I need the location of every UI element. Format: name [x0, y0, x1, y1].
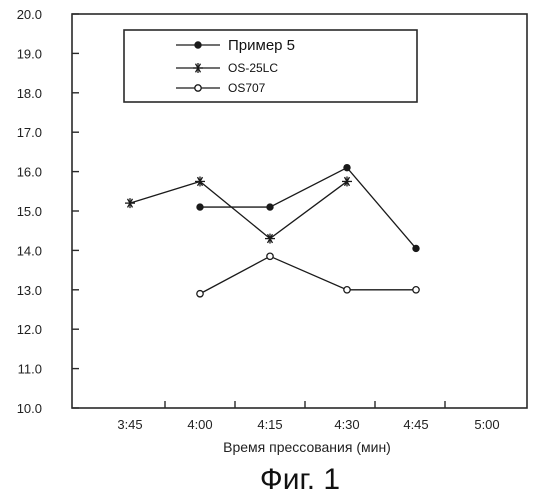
y-tick-label: 10.0	[17, 401, 42, 416]
series-line	[130, 181, 347, 238]
legend: Пример 5 OS-25LC OS707	[124, 30, 417, 102]
data-point	[413, 245, 419, 251]
data-point	[267, 204, 273, 210]
data-point	[197, 291, 203, 297]
x-axis: 3:45 4:00 4:15 4:30 4:45 5:00	[117, 401, 499, 432]
y-tick-label: 15.0	[17, 204, 42, 219]
legend-swatch-marker	[195, 42, 201, 48]
data-point	[344, 287, 350, 293]
data-point	[197, 204, 203, 210]
y-tick-label: 13.0	[17, 283, 42, 298]
series-1	[197, 164, 419, 251]
x-axis-title: Время прессования (мин)	[223, 439, 391, 455]
legend-label: OS-25LC	[228, 61, 278, 75]
y-tick-label: 11.0	[18, 362, 42, 377]
data-point	[342, 176, 352, 186]
y-tick-label: 12.0	[17, 322, 42, 337]
x-tick-label: 4:45	[403, 417, 428, 432]
x-tick-label: 3:45	[117, 417, 142, 432]
y-tick-label: 18.0	[17, 86, 42, 101]
legend-label: Пример 5	[228, 37, 295, 54]
y-tick-label: 17.0	[17, 125, 42, 140]
series-2	[125, 176, 352, 243]
x-tick-label: 4:30	[334, 417, 359, 432]
data-point	[413, 287, 419, 293]
y-tick-label: 16.0	[17, 165, 42, 180]
series-layer	[125, 164, 419, 296]
legend-label: OS707	[228, 81, 266, 95]
legend-swatch-marker	[195, 85, 201, 91]
y-tick-label: 14.0	[17, 243, 42, 258]
series-3	[197, 253, 419, 297]
data-point	[267, 253, 273, 259]
series-line	[200, 256, 416, 293]
x-tick-label: 5:00	[474, 417, 499, 432]
figure-caption: Фиг. 1	[260, 463, 340, 496]
x-tick-label: 4:00	[187, 417, 212, 432]
x-tick-label: 4:15	[257, 417, 282, 432]
y-tick-label: 20.0	[17, 7, 42, 22]
data-point	[125, 198, 135, 208]
data-point	[344, 164, 350, 170]
y-axis: 10.0 11.0 12.0 13.0 14.0 15.0 16.0 17.0 18.0 19.0…	[17, 7, 79, 416]
y-tick-label: 19.0	[17, 46, 42, 61]
